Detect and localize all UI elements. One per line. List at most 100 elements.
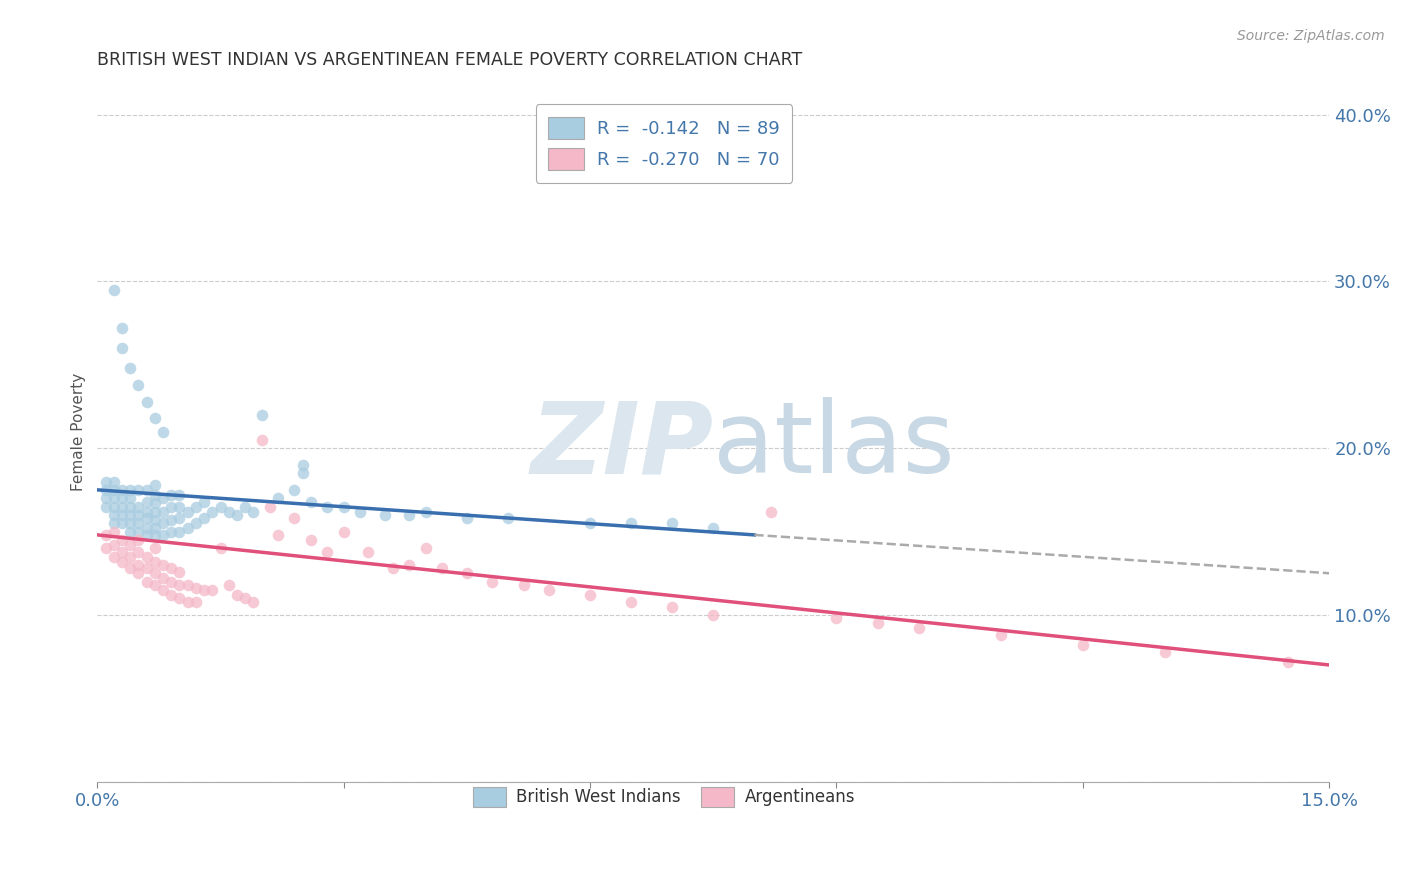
Point — [103, 491, 125, 506]
Point — [825, 611, 848, 625]
Point — [332, 524, 354, 539]
Point — [579, 588, 602, 602]
Point — [267, 528, 290, 542]
Point — [127, 544, 149, 558]
Point — [127, 516, 149, 531]
Point — [299, 494, 322, 508]
Point — [127, 483, 149, 497]
Point — [94, 483, 117, 497]
Point — [103, 283, 125, 297]
Point — [160, 588, 183, 602]
Point — [94, 541, 117, 556]
Point — [193, 494, 215, 508]
Point — [103, 524, 125, 539]
Point — [152, 558, 174, 572]
Point — [349, 504, 371, 518]
Point — [127, 533, 149, 547]
Point — [143, 488, 166, 502]
Point — [481, 574, 503, 589]
Point — [103, 538, 125, 552]
Point — [160, 561, 183, 575]
Point — [357, 544, 380, 558]
Point — [120, 508, 142, 522]
Point — [135, 483, 157, 497]
Point — [169, 565, 191, 579]
Point — [702, 607, 724, 622]
Point — [120, 516, 142, 531]
Point — [907, 621, 929, 635]
Point — [267, 491, 290, 506]
Point — [135, 521, 157, 535]
Y-axis label: Female Poverty: Female Poverty — [72, 372, 86, 491]
Point — [135, 394, 157, 409]
Point — [111, 500, 134, 514]
Point — [193, 511, 215, 525]
Point — [143, 504, 166, 518]
Point — [135, 549, 157, 564]
Point — [111, 516, 134, 531]
Point — [94, 491, 117, 506]
Point — [160, 524, 183, 539]
Text: BRITISH WEST INDIAN VS ARGENTINEAN FEMALE POVERTY CORRELATION CHART: BRITISH WEST INDIAN VS ARGENTINEAN FEMAL… — [97, 51, 803, 69]
Point — [1277, 655, 1299, 669]
Point — [218, 504, 240, 518]
Point — [143, 478, 166, 492]
Point — [226, 508, 249, 522]
Point — [398, 508, 420, 522]
Point — [152, 425, 174, 439]
Point — [152, 491, 174, 506]
Point — [513, 578, 536, 592]
Point — [160, 488, 183, 502]
Point — [160, 574, 183, 589]
Point — [135, 511, 157, 525]
Text: ZIP: ZIP — [530, 397, 713, 494]
Point — [94, 475, 117, 489]
Point — [169, 511, 191, 525]
Point — [143, 513, 166, 527]
Point — [233, 500, 256, 514]
Point — [111, 544, 134, 558]
Text: atlas: atlas — [713, 397, 955, 494]
Point — [538, 582, 561, 597]
Point — [759, 504, 782, 518]
Point — [661, 599, 683, 614]
Point — [143, 541, 166, 556]
Point — [201, 582, 224, 597]
Point — [152, 582, 174, 597]
Point — [111, 533, 134, 547]
Point — [242, 594, 264, 608]
Point — [316, 500, 339, 514]
Point — [209, 500, 232, 514]
Point — [111, 555, 134, 569]
Point — [283, 511, 305, 525]
Point — [127, 524, 149, 539]
Point — [160, 513, 183, 527]
Point — [103, 516, 125, 531]
Point — [201, 504, 224, 518]
Point — [120, 500, 142, 514]
Point — [135, 494, 157, 508]
Point — [259, 500, 281, 514]
Point — [218, 578, 240, 592]
Point — [169, 591, 191, 606]
Point — [152, 571, 174, 585]
Point — [209, 541, 232, 556]
Point — [143, 555, 166, 569]
Point — [127, 377, 149, 392]
Point — [990, 628, 1012, 642]
Point — [291, 458, 314, 472]
Point — [661, 516, 683, 531]
Point — [135, 561, 157, 575]
Text: Source: ZipAtlas.com: Source: ZipAtlas.com — [1237, 29, 1385, 43]
Point — [160, 500, 183, 514]
Point — [127, 508, 149, 522]
Point — [250, 433, 273, 447]
Point — [184, 500, 207, 514]
Point — [226, 588, 249, 602]
Point — [382, 561, 405, 575]
Point — [143, 566, 166, 581]
Point — [866, 616, 889, 631]
Point — [143, 528, 166, 542]
Point — [120, 561, 142, 575]
Point — [127, 566, 149, 581]
